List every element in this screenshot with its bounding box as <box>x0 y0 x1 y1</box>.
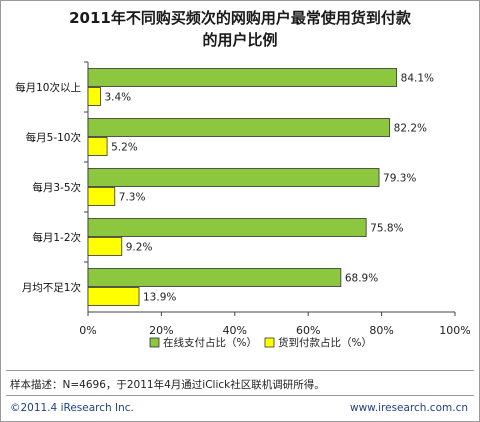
category-label: 每月5-10次 <box>26 131 82 144</box>
online-payment-bar <box>87 68 398 87</box>
cod-bar <box>87 137 108 156</box>
x-tick-label: 20% <box>149 324 173 337</box>
legend-label-online: 在线支付占比（%） <box>163 336 257 349</box>
cod-value-label: 5.2% <box>111 142 138 154</box>
chart-title-line2: 的用户比例 <box>202 31 278 49</box>
cod-bar <box>87 237 123 256</box>
cod-bar <box>87 287 140 306</box>
online-payment-value-label: 79.3% <box>383 173 416 185</box>
legend-label-cod: 货到付款占比（%） <box>278 336 372 349</box>
x-tick-label: 60% <box>296 324 320 337</box>
legend-swatch-cod <box>264 337 275 348</box>
cod-value-label: 13.9% <box>143 292 176 304</box>
cod-value-label: 9.2% <box>126 242 153 254</box>
category-label: 每月10次以上 <box>15 81 81 94</box>
cod-value-label: 7.3% <box>119 192 146 204</box>
x-tick-label: 100% <box>439 324 470 337</box>
category-label: 每月3-5次 <box>32 181 81 194</box>
category-label: 月均不足1次 <box>22 281 82 294</box>
copyright-text: ©2011.4 iResearch Inc. <box>10 402 134 414</box>
divider-top <box>6 370 474 371</box>
x-tick-label: 40% <box>223 324 247 337</box>
online-payment-bar <box>87 168 380 187</box>
online-payment-value-label: 84.1% <box>401 73 434 85</box>
chart-title-line1: 2011年不同购买频次的网购用户最常使用货到付款 <box>69 9 411 27</box>
online-payment-bar <box>87 268 342 287</box>
online-payment-bar <box>87 218 367 237</box>
online-payment-value-label: 82.2% <box>394 123 427 135</box>
online-payment-value-label: 68.9% <box>345 273 378 285</box>
divider-bottom <box>6 395 474 396</box>
website-text: www.iresearch.com.cn <box>349 402 468 414</box>
cod-value-label: 3.4% <box>104 92 131 104</box>
cod-bar <box>87 87 101 106</box>
legend-swatch-online <box>149 337 160 348</box>
sample-note: 样本描述：N=4696，于2011年4月通过iClick社区联机调研所得。 <box>10 379 325 391</box>
online-payment-bar <box>87 118 391 137</box>
online-payment-value-label: 75.8% <box>370 223 403 235</box>
x-tick-label: 0% <box>79 324 96 337</box>
cod-bar <box>87 187 116 206</box>
x-tick-label: 80% <box>369 324 393 337</box>
bar-chart: 0% 20% 40% 60% 80% 100% 每月10次以上 84.1% 3.4% 每月5-10… <box>15 61 471 349</box>
category-label: 每月1-2次 <box>32 231 81 244</box>
